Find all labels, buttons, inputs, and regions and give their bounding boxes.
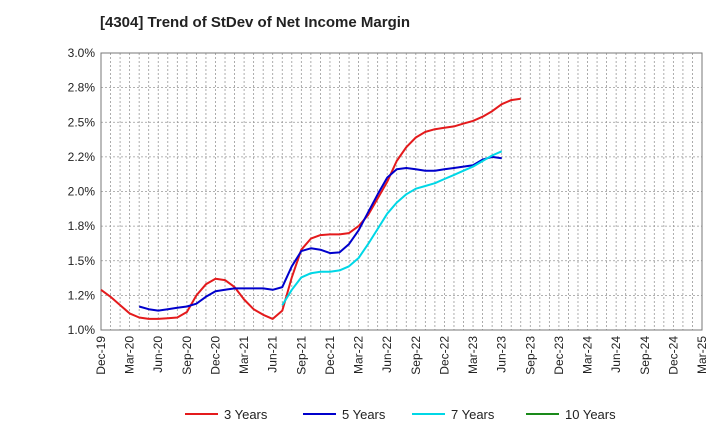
x-tick-label: Dec-21	[323, 336, 337, 375]
x-axis-ticks: Dec-19 Mar-20 Jun-20 Sep-20 Dec-20 Mar-21 Jun-…	[94, 336, 709, 375]
x-tick-label: Sep-21	[294, 336, 308, 375]
x-tick-label: Mar-21	[237, 336, 251, 374]
x-tick-label: Sep-24	[638, 336, 652, 375]
y-tick-label: 2.2%	[68, 150, 96, 164]
legend-label: 10 Years	[565, 407, 616, 422]
legend: 3 Years 5 Years 7 Years 10 Years	[185, 407, 616, 422]
x-tick-label: Sep-22	[409, 336, 423, 375]
x-tick-label: Dec-22	[437, 336, 451, 375]
y-tick-label: 2.5%	[68, 115, 96, 129]
legend-label: 5 Years	[342, 407, 386, 422]
x-tick-label: Mar-25	[695, 336, 709, 374]
x-tick-label: Jun-24	[609, 336, 623, 373]
series-lines	[100, 97, 521, 320]
x-tick-label: Jun-22	[380, 336, 394, 373]
x-tick-label: Sep-23	[523, 336, 537, 375]
series-line-7-years	[281, 150, 503, 306]
y-tick-label: 1.0%	[68, 323, 96, 337]
x-tick-label: Mar-22	[352, 336, 366, 374]
series-line-5-years	[138, 155, 502, 312]
y-tick-label: 3.0%	[68, 46, 96, 60]
x-tick-label: Mar-24	[581, 336, 595, 374]
x-tick-label: Dec-20	[208, 336, 222, 375]
x-tick-label: Jun-20	[151, 336, 165, 373]
legend-label: 7 Years	[451, 407, 495, 422]
y-tick-label: 1.2%	[68, 288, 96, 302]
y-tick-label: 1.8%	[68, 219, 96, 233]
x-tick-label: Mar-23	[466, 336, 480, 374]
series-line-3-years	[100, 97, 521, 320]
y-tick-label: 2.0%	[68, 185, 96, 199]
y-tick-label: 2.8%	[68, 81, 96, 95]
plot-area-border	[100, 52, 703, 331]
grid	[101, 53, 702, 330]
x-tick-label: Dec-23	[552, 336, 566, 375]
x-tick-label: Jun-21	[266, 336, 280, 373]
x-tick-label: Dec-19	[94, 336, 108, 375]
x-tick-label: Mar-20	[123, 336, 137, 374]
legend-label: 3 Years	[224, 407, 268, 422]
chart-title: [4304] Trend of StDev of Net Income Marg…	[100, 14, 411, 31]
x-tick-label: Jun-23	[495, 336, 509, 373]
y-axis-ticks: 1.0% 1.2% 1.5% 1.8% 2.0% 2.2% 2.5% 2.8% 3.0%	[68, 46, 96, 337]
y-tick-label: 1.5%	[68, 254, 96, 268]
x-tick-label: Dec-24	[666, 336, 680, 375]
x-tick-label: Sep-20	[180, 336, 194, 375]
